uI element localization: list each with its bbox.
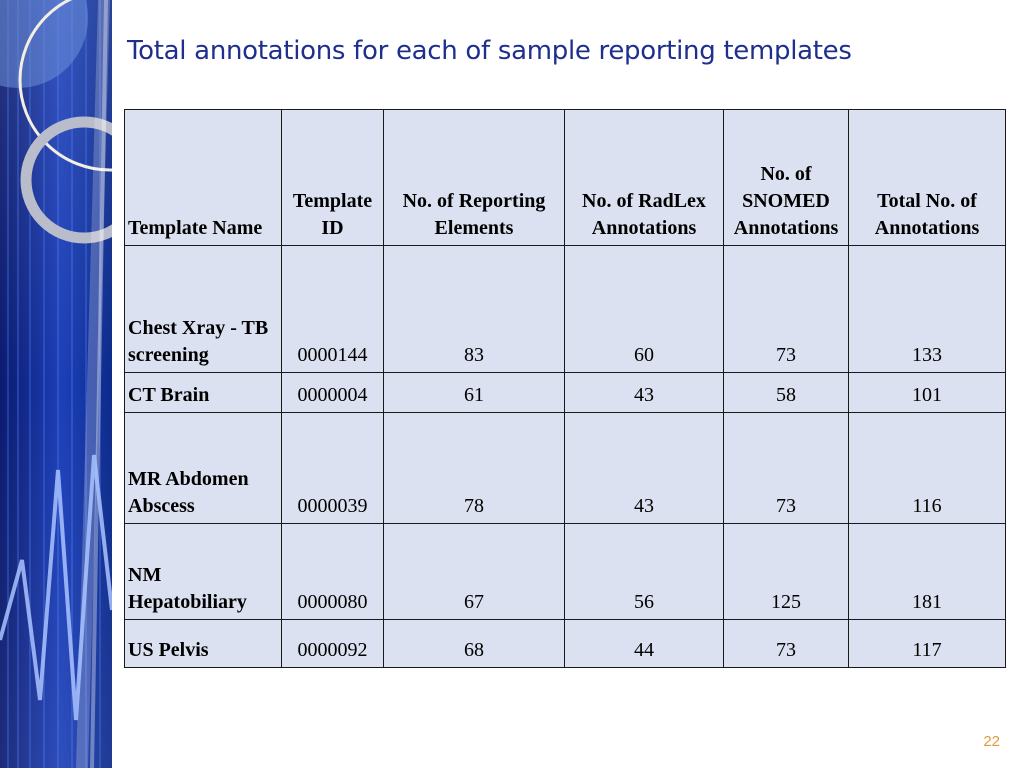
table-row: NM Hepatobiliary 0000080 67 56 125 181 bbox=[124, 523, 1006, 620]
cell-reporting-elements: 61 bbox=[383, 372, 565, 413]
sidebar-graphic bbox=[0, 0, 112, 768]
decorative-sidebar bbox=[0, 0, 112, 768]
cell-template-name: Chest Xray - TB screening bbox=[124, 245, 282, 373]
cell-total-annotations: 116 bbox=[848, 412, 1006, 524]
cell-snomed-annotations: 73 bbox=[723, 412, 849, 524]
table-row: Chest Xray - TB screening 0000144 83 60 … bbox=[124, 245, 1006, 373]
cell-template-name: US Pelvis bbox=[124, 619, 282, 668]
table-row: CT Brain 0000004 61 43 58 101 bbox=[124, 372, 1006, 413]
cell-reporting-elements: 78 bbox=[383, 412, 565, 524]
header-template-name: Template Name bbox=[124, 109, 282, 246]
cell-radlex-annotations: 43 bbox=[564, 372, 724, 413]
cell-total-annotations: 117 bbox=[848, 619, 1006, 668]
slide-title: Total annotations for each of sample rep… bbox=[127, 36, 852, 66]
cell-reporting-elements: 67 bbox=[383, 523, 565, 620]
header-reporting-elements: No. of Reporting Elements bbox=[383, 109, 565, 246]
cell-total-annotations: 101 bbox=[848, 372, 1006, 413]
cell-radlex-annotations: 44 bbox=[564, 619, 724, 668]
cell-total-annotations: 133 bbox=[848, 245, 1006, 373]
cell-template-id: 0000092 bbox=[281, 619, 384, 668]
cell-template-name: MR Abdomen Abscess bbox=[124, 412, 282, 524]
annotations-table: Template Name Template ID No. of Reporti… bbox=[124, 109, 1006, 668]
table-row: US Pelvis 0000092 68 44 73 117 bbox=[124, 619, 1006, 668]
page-number: 22 bbox=[983, 733, 1000, 750]
cell-template-id: 0000004 bbox=[281, 372, 384, 413]
header-radlex-annotations: No. of RadLex Annotations bbox=[564, 109, 724, 246]
cell-radlex-annotations: 56 bbox=[564, 523, 724, 620]
cell-template-name: CT Brain bbox=[124, 372, 282, 413]
cell-reporting-elements: 68 bbox=[383, 619, 565, 668]
cell-reporting-elements: 83 bbox=[383, 245, 565, 373]
header-template-id: Template ID bbox=[281, 109, 384, 246]
header-row: Template Name Template ID No. of Reporti… bbox=[124, 109, 1006, 246]
cell-snomed-annotations: 73 bbox=[723, 619, 849, 668]
table-row: MR Abdomen Abscess 0000039 78 43 73 116 bbox=[124, 412, 1006, 524]
cell-snomed-annotations: 73 bbox=[723, 245, 849, 373]
cell-snomed-annotations: 58 bbox=[723, 372, 849, 413]
cell-radlex-annotations: 43 bbox=[564, 412, 724, 524]
cell-template-id: 0000080 bbox=[281, 523, 384, 620]
header-snomed-annotations: No. of SNOMED Annotations bbox=[723, 109, 849, 246]
cell-snomed-annotations: 125 bbox=[723, 523, 849, 620]
header-total-annotations: Total No. of Annotations bbox=[848, 109, 1006, 246]
cell-template-name: NM Hepatobiliary bbox=[124, 523, 282, 620]
cell-total-annotations: 181 bbox=[848, 523, 1006, 620]
cell-radlex-annotations: 60 bbox=[564, 245, 724, 373]
cell-template-id: 0000039 bbox=[281, 412, 384, 524]
cell-template-id: 0000144 bbox=[281, 245, 384, 373]
